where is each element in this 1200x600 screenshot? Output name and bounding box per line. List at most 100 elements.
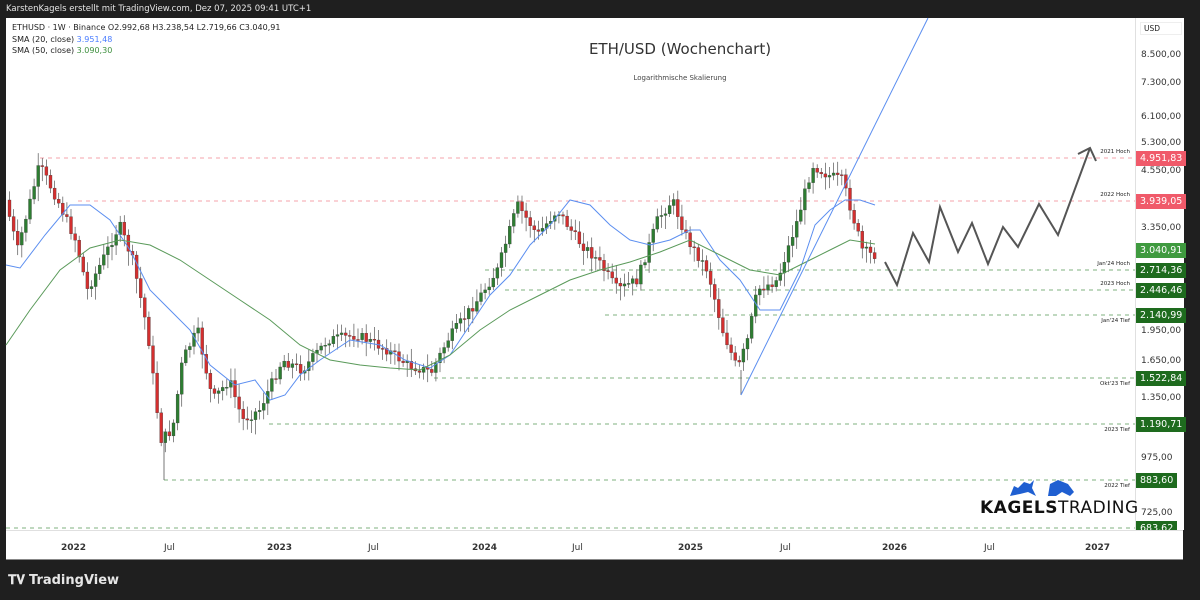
level-label: 2023 Tief: [1104, 427, 1130, 433]
candle: [512, 213, 516, 227]
time-tick: 2024: [472, 543, 498, 553]
level-label: Jan'24 Hoch: [1097, 261, 1130, 267]
candle: [311, 353, 315, 362]
candle: [438, 352, 442, 363]
candle: [860, 231, 864, 249]
price-tick: 6.100,00: [1141, 112, 1182, 122]
candle: [77, 239, 81, 258]
candle: [274, 378, 278, 380]
candle: [868, 246, 873, 253]
candle: [147, 316, 151, 346]
candle: [528, 217, 532, 226]
symbol-ohlc: ETHUSD · 1W · Binance O2.992,68 H3.238,5…: [12, 23, 281, 32]
candle: [831, 172, 836, 176]
candle: [393, 350, 397, 352]
sma20-legend: SMA (20, close) 3.951,48: [12, 34, 113, 44]
candle: [171, 422, 176, 437]
candle: [639, 264, 643, 285]
price-level-badge: 3.939,05: [1136, 194, 1187, 209]
candle: [237, 396, 241, 410]
candle: [175, 394, 180, 424]
candle: [339, 332, 344, 335]
candle: [778, 272, 782, 281]
candle: [577, 231, 582, 245]
candle: [335, 334, 340, 337]
candle: [729, 344, 733, 353]
candle: [69, 216, 73, 234]
candle: [717, 299, 721, 318]
candle: [487, 286, 491, 291]
candle: [606, 270, 610, 272]
trendline[interactable]: [740, 17, 929, 396]
candle: [864, 246, 869, 249]
time-tick: Jul: [984, 543, 995, 553]
candle: [208, 373, 213, 389]
price-level-badge: 4.951,83: [1136, 151, 1187, 166]
candle: [725, 332, 729, 346]
candle: [188, 346, 192, 350]
candle: [93, 273, 98, 287]
candle: [344, 332, 348, 336]
candle: [672, 199, 676, 206]
candle: [700, 260, 705, 262]
time-tick: Jul: [368, 543, 379, 553]
candle: [795, 221, 799, 238]
candle: [85, 271, 90, 289]
candle: [733, 352, 737, 361]
candle: [270, 378, 274, 392]
candle: [503, 243, 508, 253]
sma50-line: [5, 239, 876, 371]
candle: [819, 172, 823, 175]
candle: [323, 345, 327, 347]
candle: [704, 260, 709, 272]
projection-path[interactable]: [884, 147, 1091, 288]
candle: [721, 317, 725, 334]
price-level-badge: 1.522,84: [1136, 371, 1187, 386]
sma50-value: 3.090,30: [76, 46, 113, 55]
candle: [380, 348, 385, 350]
candle: [28, 198, 32, 220]
candle: [139, 278, 143, 298]
candle: [73, 233, 77, 241]
candle: [134, 254, 139, 279]
candle: [856, 223, 860, 232]
currency-label[interactable]: USD: [1140, 22, 1182, 35]
candle: [516, 201, 520, 214]
candle: [540, 228, 545, 232]
candle: [196, 327, 200, 334]
candle: [36, 165, 40, 187]
candle: [491, 277, 495, 288]
candle: [499, 252, 504, 268]
candle: [590, 247, 594, 259]
candle: [483, 289, 487, 293]
candle: [495, 267, 500, 279]
candle: [762, 288, 766, 291]
candle: [508, 226, 512, 245]
candle: [421, 366, 426, 373]
candle: [713, 284, 717, 300]
attribution-bar: KarstenKagels erstellt mit TradingView.c…: [0, 0, 1200, 18]
candle: [151, 345, 155, 374]
candle: [655, 216, 659, 230]
time-tick: Jul: [164, 543, 175, 553]
candle: [348, 335, 352, 337]
time-axis[interactable]: [6, 530, 1183, 560]
candle: [462, 318, 467, 320]
price-tick: 725,00: [1141, 508, 1173, 518]
candle: [758, 288, 762, 296]
price-tick: 1.950,00: [1141, 326, 1182, 336]
candle: [52, 187, 57, 200]
candle: [745, 338, 750, 350]
chart-title: ETH/USD (Wochenchart): [588, 40, 772, 58]
candle: [57, 199, 61, 204]
price-level-badge: 3.040,91: [1136, 243, 1187, 258]
candle: [401, 360, 405, 363]
candle: [651, 228, 655, 243]
candle: [216, 390, 221, 394]
tradingview-logo[interactable]: 𝐓𝐕 TradingView: [8, 573, 120, 588]
candle: [368, 339, 372, 342]
level-label: 2022 Hoch: [1100, 192, 1130, 198]
candle: [598, 257, 602, 261]
candle: [524, 210, 528, 218]
